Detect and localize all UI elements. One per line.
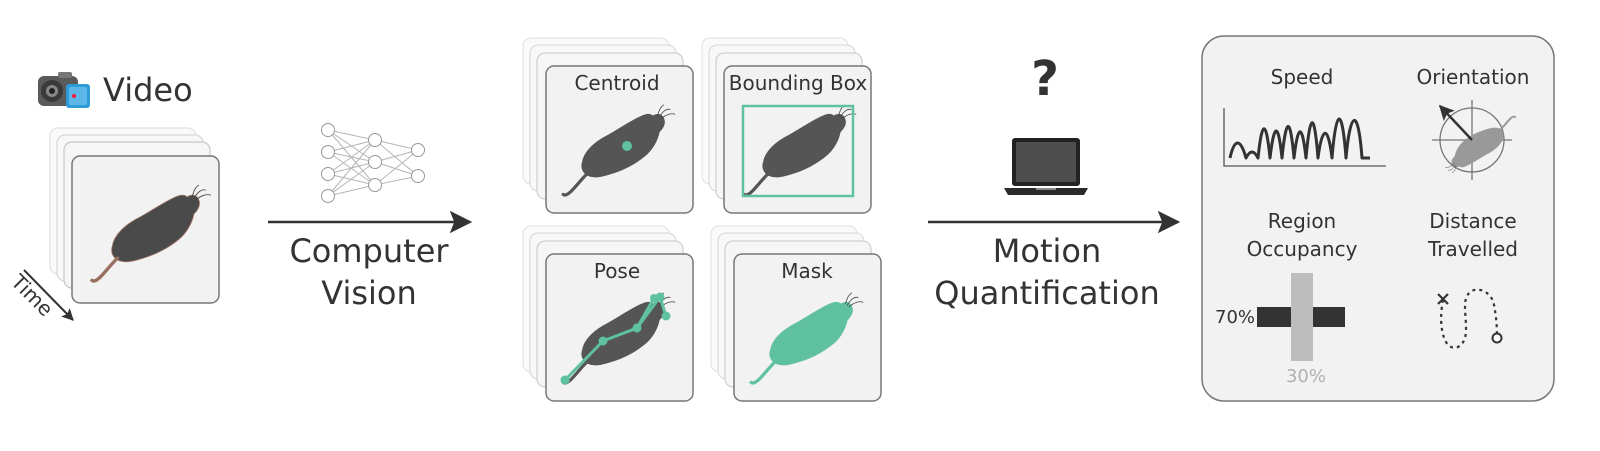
- video-label: Video: [103, 71, 193, 109]
- pose-label: Pose: [594, 259, 640, 283]
- region-occupancy-cross: [1257, 273, 1345, 361]
- bounding-box-label: Bounding Box: [729, 71, 868, 95]
- orientation-label: Orientation: [1417, 65, 1530, 89]
- video-frame-stack: [49, 127, 220, 304]
- mask-panel: Mask: [710, 225, 882, 402]
- distance-label-line1: Distance: [1429, 209, 1516, 233]
- occupancy-horizontal-value: 70%: [1215, 307, 1255, 328]
- computer-vision-label-line1: Computer: [289, 232, 449, 270]
- occupancy-vertical-value: 30%: [1286, 366, 1326, 387]
- centroid-label: Centroid: [574, 71, 659, 95]
- speed-label: Speed: [1271, 65, 1334, 89]
- metrics-panel: Speed Orientation Region Occupancy 70% 3…: [1201, 35, 1555, 402]
- laptop-icon: [1004, 138, 1088, 195]
- path-end-circle-icon: [1491, 332, 1503, 344]
- video-section: Video Time: [6, 71, 220, 321]
- region-label-line2: Occupancy: [1247, 237, 1358, 261]
- computer-vision-step: Computer Vision: [268, 123, 473, 312]
- orientation-compass: [1432, 100, 1516, 180]
- time-arrow: [23, 269, 74, 321]
- motion-label-line2: Quantification: [934, 274, 1159, 312]
- bounding-box-panel: Bounding Box: [701, 37, 872, 214]
- neural-network-icon: [321, 123, 425, 203]
- distance-path: [1437, 288, 1503, 349]
- question-mark: ?: [1031, 51, 1059, 107]
- cv-outputs-grid: Centroid Bounding Box Pose: [522, 37, 882, 402]
- path-start-cross-icon: [1437, 293, 1449, 305]
- motion-quantification-step: ? Motion Quantification: [928, 51, 1181, 312]
- pose-panel: Pose: [522, 225, 694, 402]
- mask-label: Mask: [781, 259, 833, 283]
- distance-label-line2: Travelled: [1427, 237, 1518, 261]
- centroid-panel: Centroid: [522, 37, 694, 214]
- region-label-line1: Region: [1268, 209, 1336, 233]
- centroid-point: [622, 141, 632, 151]
- time-label: Time: [6, 269, 58, 321]
- speed-chart: [1223, 108, 1386, 167]
- video-camera-icon: [38, 72, 90, 108]
- motion-label-line1: Motion: [993, 232, 1101, 270]
- pose-skeleton: [560, 292, 671, 385]
- bounding-box-rect: [741, 104, 855, 198]
- computer-vision-label-line2: Vision: [321, 274, 417, 312]
- orientation-arrow: [1438, 104, 1473, 141]
